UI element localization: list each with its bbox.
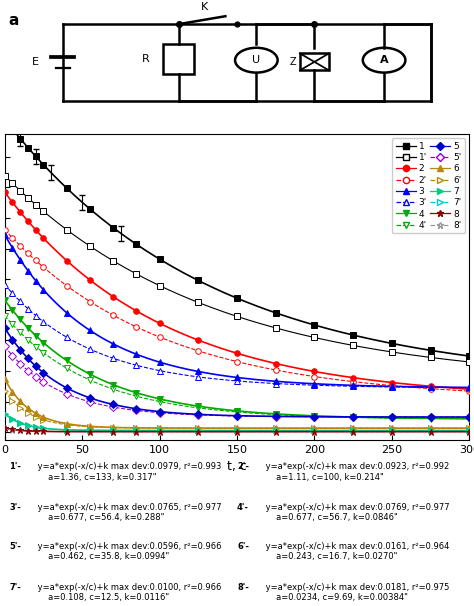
Text: a: a [9, 13, 19, 28]
Text: A: A [380, 55, 388, 65]
Bar [300, 53, 329, 70]
Text: 1'-: 1'- [9, 462, 21, 471]
Text: y=a*exp(-x/c)+k max dev:0.0596, r²=0.966
     a=0.462, c=35.8, k=0.0994": y=a*exp(-x/c)+k max dev:0.0596, r²=0.966… [35, 542, 221, 561]
Text: y=a*exp(-x/c)+k max dev:0.0100, r²=0.966
     a=0.108, c=12.5, k=0.0116": y=a*exp(-x/c)+k max dev:0.0100, r²=0.966… [35, 582, 221, 602]
Text: 2'-: 2'- [237, 462, 249, 471]
Text: y=a*exp(-x/c)+k max dev:0.0765, r²=0.977
     a=0.677, c=56.4, k=0.288": y=a*exp(-x/c)+k max dev:0.0765, r²=0.977… [35, 503, 221, 522]
Text: y=a*exp(-x/c)+k max dev:0.0979, r²=0.993
     a=1.36, c=133, k=0.317": y=a*exp(-x/c)+k max dev:0.0979, r²=0.993… [35, 462, 221, 482]
Text: E: E [32, 58, 39, 67]
Text: y=a*exp(-x/c)+k max dev:0.0181, r²=0.975
     a=0.0234, c=9.69, k=0.00384": y=a*exp(-x/c)+k max dev:0.0181, r²=0.975… [263, 582, 449, 602]
Text: Z: Z [290, 57, 296, 67]
Text: 3'-: 3'- [9, 503, 21, 512]
Text: y=a*exp(-x/c)+k max dev:0.0769, r²=0.977
     a=0.677, c=56.7, k=0.0846": y=a*exp(-x/c)+k max dev:0.0769, r²=0.977… [263, 503, 449, 522]
Text: R: R [142, 54, 150, 64]
Text: y=a*exp(-x/c)+k max dev:0.0923, r²=0.992
     a=1.11, c=100, k=0.214": y=a*exp(-x/c)+k max dev:0.0923, r²=0.992… [263, 462, 449, 482]
Bar [164, 44, 194, 74]
Text: U: U [252, 55, 260, 65]
Text: 7'-: 7'- [9, 582, 21, 591]
Text: K: K [201, 2, 208, 12]
Text: 5'-: 5'- [9, 542, 21, 551]
Text: 4'-: 4'- [237, 503, 249, 512]
Legend: 1, 1', 2, 2', 3, 3', 4, 4', 5, 5', 6, 6', 7, 7', 8, 8': 1, 1', 2, 2', 3, 3', 4, 4', 5, 5', 6, 6'… [392, 138, 465, 233]
Text: y=a*exp(-x/c)+k max dev:0.0161, r²=0.964
     a=0.243, c=16.7, k=0.0270": y=a*exp(-x/c)+k max dev:0.0161, r²=0.964… [263, 542, 449, 561]
X-axis label: t, c: t, c [227, 461, 247, 473]
Text: 6'-: 6'- [237, 542, 249, 551]
Text: 8'-: 8'- [237, 582, 249, 591]
